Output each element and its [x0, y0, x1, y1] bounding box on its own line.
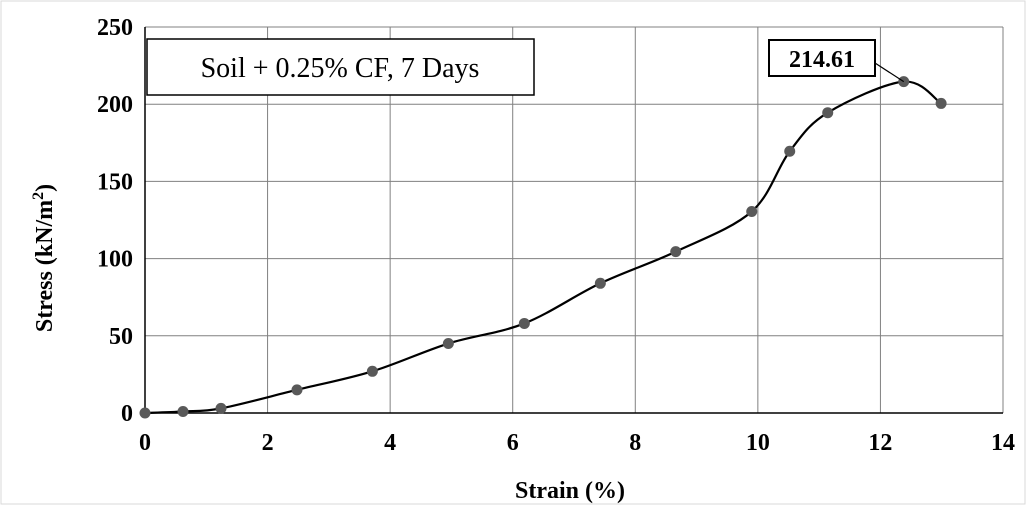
x-tick-label-4: 8: [629, 430, 641, 456]
x-tick-labels: 0 2 4 6 8 10 12 14: [139, 430, 1015, 456]
data-point-13: [935, 97, 947, 109]
grid: [144, 26, 1004, 414]
chart-title: Soil + 0.25% CF, 7 Days: [201, 53, 480, 84]
data-point-5: [442, 338, 454, 350]
y-tick-label-3: 150: [97, 169, 133, 195]
y-tick-label-5: 250: [97, 15, 133, 41]
data-point-4: [366, 365, 378, 377]
x-axis-title: Strain (%): [515, 478, 625, 504]
series-line: [144, 80, 942, 415]
data-point-0: [139, 407, 151, 419]
data-point-1: [177, 405, 189, 417]
data-markers: [139, 76, 947, 419]
peak-leader-line: [874, 62, 905, 83]
x-tick-label-3: 6: [507, 430, 519, 456]
x-tick-label-1: 2: [262, 430, 274, 456]
x-tick-label-6: 12: [868, 430, 892, 456]
x-tick-label-7: 14: [991, 430, 1015, 456]
x-tick-label-0: 0: [139, 430, 151, 456]
data-point-9: [746, 206, 758, 218]
chart-title-box: Soil + 0.25% CF, 7 Days: [146, 38, 535, 96]
y-tick-label-2: 100: [97, 247, 133, 273]
y-tick-labels: 0 50 100 150 200 250: [97, 15, 133, 427]
y-tick-label-0: 0: [121, 401, 133, 427]
y-axis-title: Stress (kN/m2): [30, 184, 58, 332]
data-point-2: [215, 402, 227, 414]
data-point-8: [670, 246, 682, 258]
x-tick-label-5: 10: [746, 430, 770, 456]
data-point-3: [291, 384, 303, 396]
y-tick-label-1: 50: [109, 324, 133, 350]
data-point-10: [784, 145, 796, 157]
data-point-11: [822, 107, 834, 119]
peak-value-label: 214.61: [789, 47, 855, 73]
y-tick-label-4: 200: [97, 92, 133, 118]
data-point-7: [594, 277, 606, 289]
data-point-6: [518, 317, 530, 329]
peak-annotation: 214.61: [768, 39, 905, 83]
x-tick-label-2: 4: [384, 430, 396, 456]
